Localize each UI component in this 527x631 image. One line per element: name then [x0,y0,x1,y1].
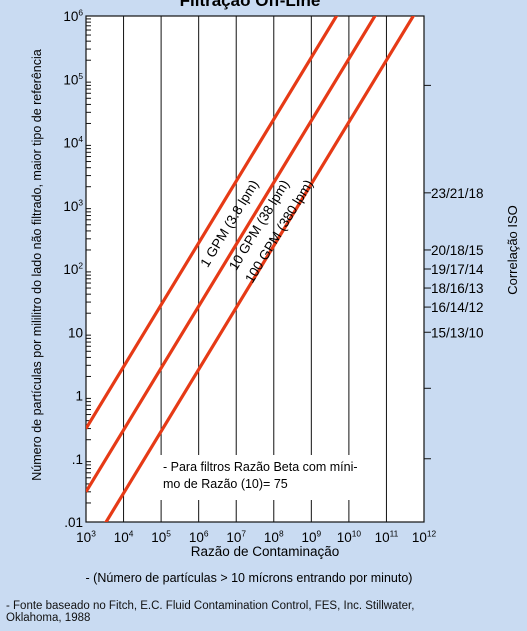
x-axis-sublabel: - (Número de partículas > 10 mícrons ent… [86,571,413,585]
x-axis-ticks: 103 104 105 106 107 108 109 1010 1011 1012 [76,529,436,545]
iso-code-label: 18/16/13 [431,281,484,296]
y-tick-label: .1 [72,452,83,467]
iso-code-label: 16/14/12 [431,300,484,315]
iso-axis-label: Correlação ISO [505,205,520,295]
x-tick-label: 105 [151,529,171,545]
x-tick-label: 109 [301,529,321,545]
series-line [86,16,377,493]
x-tick-label: 108 [264,529,284,545]
y-tick-label: 10 [68,325,83,340]
source-footnote: - Fonte baseado no Fitch, E.C. Fluid Con… [6,600,521,624]
y-tick-label: 106 [63,8,83,24]
y-axis-ticks: .01 .1 1 10 102 103 104 105 106 [63,8,91,530]
y-tick-label: 105 [63,71,83,87]
x-tick-label: 1012 [412,529,437,545]
footnote-line-2: Oklahoma, 1988 [6,612,91,624]
chart-title: Filtração Off-Line [180,0,321,10]
series-line [104,16,416,522]
annotation-box-bg [158,455,372,500]
x-tick-label: 1011 [375,529,399,545]
x-tick-label: 103 [76,529,96,545]
annotation-line-1: - Para filtros Razão Beta com míni- [163,460,358,474]
x-axis-label: Razão de Contaminação [191,544,340,559]
y-tick-label: 103 [63,197,83,213]
y-tick-label: 102 [63,261,83,277]
plot-area [85,15,425,523]
x-tick-label: 104 [114,529,134,545]
y-tick-label: 1 [75,389,83,404]
iso-code-label: 15/13/10 [431,325,484,340]
x-tick-label: 106 [189,529,209,545]
y-tick-label: .01 [64,515,83,530]
annotation-box: - Para filtros Razão Beta com míni- mo d… [158,455,372,500]
chart: Filtração Off-Line .01.11101021031041051… [30,0,520,585]
iso-code-label: 23/21/18 [431,186,484,201]
y-axis-label: Número de partículas por mililitro do la… [30,49,44,481]
footnote-line-1: - Fonte baseado no Fitch, E.C. Fluid Con… [6,600,415,612]
iso-code-label: 19/17/14 [431,262,484,277]
annotation-line-2: mo de Razão (10)= 75 [163,477,288,491]
grid [123,16,387,522]
y-tick-label: 104 [63,134,83,150]
iso-correlation-ticks: 23/21/18 20/18/15 19/17/14 18/16/13 16/14/12… [424,84,484,460]
iso-code-label: 20/18/15 [431,243,484,258]
series-line [86,16,339,430]
x-tick-label: 107 [226,529,246,545]
x-tick-label: 1010 [337,529,362,545]
